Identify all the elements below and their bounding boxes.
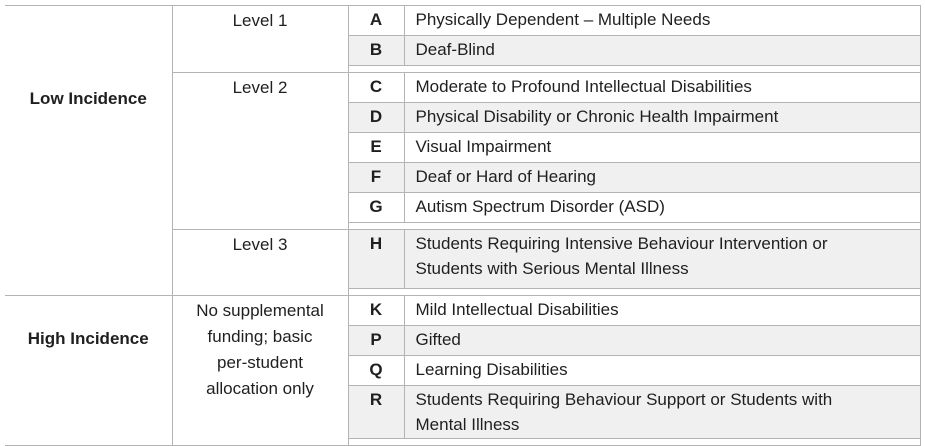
category-row-C: C Moderate to Profound Intellectual Disab… (348, 73, 920, 103)
special-education-categories-table-wrap: Low Incidence Level 1 A Physically Depend… (5, 5, 921, 446)
category-row-H: H Students Requiring Intensive Behaviour … (348, 230, 920, 289)
code-cell-P: P (348, 325, 405, 356)
code-cell-E: E (348, 132, 405, 163)
code-cell-K: K (348, 296, 405, 326)
description-cell-F: Deaf or Hard of Hearing (404, 162, 920, 193)
code-cell-F: F (348, 162, 405, 193)
description-cell-K: Mild Intellectual Disabilities (404, 296, 920, 326)
codes-cell-level-3: H Students Requiring Intensive Behaviour … (348, 229, 920, 296)
code-list-level-1: A Physically Dependent – Multiple Needs B D… (348, 6, 920, 66)
description-cell-E: Visual Impairment (404, 132, 920, 163)
code-cell-R: R (348, 385, 405, 439)
code-cell-D: D (348, 102, 405, 133)
code-cell-A: A (348, 6, 405, 36)
codes-cell-level-2: C Moderate to Profound Intellectual Disab… (348, 72, 920, 230)
level-cell-1: Level 1 (172, 5, 349, 73)
description-cell-R: Students Requiring Behaviour Support or … (404, 385, 920, 439)
category-row-E: E Visual Impairment (348, 132, 920, 163)
codes-cell-high-incidence: K Mild Intellectual Disabilities P Gifted Q L… (348, 295, 920, 446)
category-row-P: P Gifted (348, 325, 920, 356)
description-cell-G: Autism Spectrum Disorder (ASD) (404, 192, 920, 223)
description-cell-H: Students Requiring Intensive Behaviour I… (404, 230, 920, 289)
category-row-G: G Autism Spectrum Disorder (ASD) (348, 192, 920, 223)
funding-note-cell: No supplemental funding; basic per-stude… (172, 295, 349, 446)
description-cell-A: Physically Dependent – Multiple Needs (404, 6, 920, 36)
code-cell-H: H (348, 230, 405, 289)
code-cell-B: B (348, 35, 405, 66)
category-row-Q: Q Learning Disabilities (348, 355, 920, 386)
description-cell-P: Gifted (404, 325, 920, 356)
group-row-level-3: Level 3 H Students Requiring Intensive Be… (5, 229, 920, 296)
level-cell-3: Level 3 (172, 229, 349, 296)
description-cell-C: Moderate to Profound Intellectual Disabi… (404, 73, 920, 103)
group-row-level-1: Low Incidence Level 1 A Physically Depend… (5, 5, 920, 296)
group-row-level-2: Level 2 C Moderate to Profound Intellectu… (5, 72, 920, 230)
code-list-level-3: H Students Requiring Intensive Behaviour … (348, 230, 920, 289)
code-list-high-incidence: K Mild Intellectual Disabilities P Gifted Q L… (348, 296, 920, 439)
special-education-categories-table: Low Incidence Level 1 A Physically Depend… (5, 5, 921, 446)
description-cell-B: Deaf-Blind (404, 35, 920, 66)
incidence-cell-high: High Incidence (5, 295, 173, 446)
category-row-F: F Deaf or Hard of Hearing (348, 162, 920, 193)
codes-cell-level-1: A Physically Dependent – Multiple Needs B D… (348, 5, 920, 73)
code-cell-C: C (348, 73, 405, 103)
code-cell-Q: Q (348, 355, 405, 386)
description-cell-Q: Learning Disabilities (404, 355, 920, 386)
level-cell-2: Level 2 (172, 72, 349, 230)
category-row-D: D Physical Disability or Chronic Health I… (348, 102, 920, 133)
category-row-R: R Students Requiring Behaviour Support or… (348, 385, 920, 439)
category-row-B: B Deaf-Blind (348, 35, 920, 66)
code-list-level-2: C Moderate to Profound Intellectual Disab… (348, 73, 920, 223)
code-cell-G: G (348, 192, 405, 223)
category-row-A: A Physically Dependent – Multiple Needs (348, 6, 920, 36)
group-row-high-incidence: High Incidence No supplemental funding; … (5, 295, 920, 446)
incidence-cell-low: Low Incidence (5, 5, 173, 296)
description-cell-D: Physical Disability or Chronic Health Im… (404, 102, 920, 133)
category-row-K: K Mild Intellectual Disabilities (348, 296, 920, 326)
